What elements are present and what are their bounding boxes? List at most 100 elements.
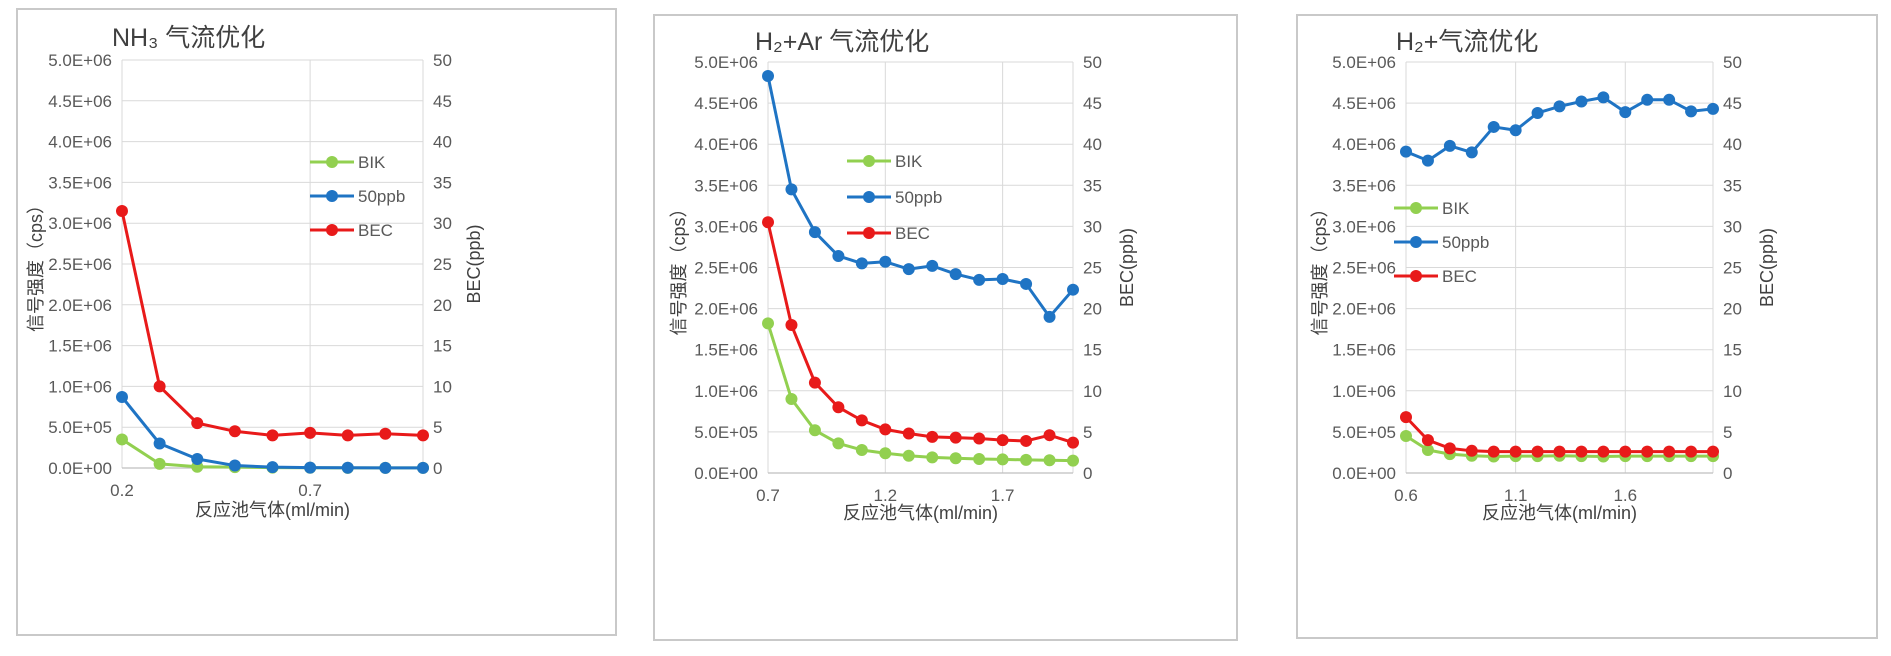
y-tick-label: 5.0E+06	[694, 53, 758, 72]
y-tick-label: 0.0E+00	[694, 464, 758, 483]
data-point-bec	[417, 429, 429, 442]
chart-panel-h2-ar: 0.0E+00 5.0E+05 1.0E+06 1.5E+06 2.0E+06 2.5E+…	[653, 14, 1238, 641]
data-point-bik	[1043, 454, 1056, 467]
y-tick-label: 1.0E+06	[1332, 382, 1396, 401]
data-point-50ppb	[1597, 91, 1610, 104]
data-point-50ppb	[1443, 139, 1456, 152]
data-point-bik	[1067, 454, 1079, 467]
y2-tick-label: 10	[1083, 382, 1102, 401]
data-point-50ppb	[228, 459, 241, 472]
y-tick-label: 3.5E+06	[1332, 176, 1396, 195]
data-point-50ppb	[191, 453, 204, 466]
y2-tick-label: 30	[433, 214, 452, 233]
data-point-bec	[1043, 429, 1056, 442]
y-tick-label: 5.0E+05	[1332, 423, 1396, 442]
y-axis-title: 信号强度（cps）	[669, 199, 689, 335]
data-point-50ppb	[304, 461, 317, 474]
x-tick-label: 0.7	[756, 486, 780, 505]
y2-tick-label: 5	[433, 418, 442, 437]
data-point-50ppb	[785, 183, 798, 196]
y-tick-label: 4.5E+06	[48, 92, 112, 111]
chart-title: NH₃ 气流优化	[112, 24, 265, 52]
y-tick-label: 1.5E+06	[1332, 341, 1396, 360]
y-tick-label: 4.0E+06	[48, 133, 112, 152]
y2-tick-label: 10	[1723, 382, 1742, 401]
data-point-bec	[808, 376, 821, 389]
data-point-bik	[926, 451, 939, 464]
data-point-bec	[379, 427, 392, 440]
y-tick-label: 5.0E+06	[1332, 53, 1396, 72]
y2-tick-label: 50	[1083, 53, 1102, 72]
y-tick-label: 2.5E+06	[48, 255, 112, 274]
legend-swatch-marker	[863, 155, 875, 167]
data-point-bec	[116, 204, 128, 217]
data-point-50ppb	[1663, 93, 1676, 106]
data-point-50ppb	[1509, 124, 1522, 137]
data-point-bec	[1443, 442, 1456, 455]
data-point-bec	[762, 216, 774, 229]
x-axis-title: 反应池气体(ml/min)	[195, 500, 350, 520]
chart-title: H₂+气流优化	[1396, 28, 1538, 56]
data-point-bec	[1597, 445, 1610, 458]
data-point-50ppb	[379, 461, 392, 474]
x-tick-label: 0.7	[298, 481, 322, 500]
y2-tick-label: 0	[1723, 464, 1732, 483]
x-axis-title: 反应池气体(ml/min)	[843, 503, 998, 523]
data-point-bec	[1707, 445, 1719, 458]
legend-swatch-marker	[1410, 202, 1422, 214]
y-tick-label: 4.5E+06	[1332, 94, 1396, 113]
y-tick-label: 4.0E+06	[1332, 135, 1396, 154]
y2-tick-label: 0	[1083, 464, 1092, 483]
y2-axis-title: BEC(ppb)	[1117, 228, 1137, 307]
legend-label: 50ppb	[895, 188, 942, 207]
chart-panel-nh3: 0.0E+00 5.0E+05 1.0E+06 1.5E+06 2.0E+06 2.5E+…	[16, 8, 617, 636]
x-tick-label: 1.7	[991, 486, 1015, 505]
data-point-bik	[1020, 453, 1033, 466]
data-point-50ppb	[1400, 145, 1412, 158]
y2-tick-label: 45	[1723, 94, 1742, 113]
data-point-bik	[832, 437, 845, 450]
y-tick-label: 4.0E+06	[694, 135, 758, 154]
data-point-50ppb	[1421, 154, 1434, 167]
y2-tick-label: 20	[1723, 300, 1742, 319]
data-point-50ppb	[341, 461, 354, 474]
y-tick-label: 5.0E+05	[694, 423, 758, 442]
y2-tick-label: 20	[433, 296, 452, 315]
data-point-bec	[949, 431, 962, 444]
data-point-bec	[1619, 445, 1632, 458]
series-line-bec	[766, 221, 1074, 445]
data-point-bik	[1421, 443, 1434, 456]
legend-swatch-marker	[326, 156, 338, 168]
data-point-bec	[926, 430, 939, 443]
data-point-50ppb	[1641, 93, 1654, 106]
y2-tick-label: 25	[1723, 259, 1742, 278]
data-point-50ppb	[1707, 102, 1719, 115]
y2-tick-label: 5	[1083, 423, 1092, 442]
y-axis-title: 信号强度（cps）	[1310, 199, 1330, 335]
data-point-bec	[1685, 445, 1698, 458]
legend-label: BEC	[895, 224, 930, 243]
data-point-bec	[902, 427, 915, 440]
data-point-bec	[1575, 445, 1588, 458]
data-point-bik	[762, 317, 774, 330]
legend-label: 50ppb	[358, 187, 405, 206]
data-point-bec	[1067, 436, 1079, 449]
data-point-bec	[1400, 411, 1412, 424]
chart-panel-h2: 0.0E+00 5.0E+05 1.0E+06 1.5E+06 2.0E+06 2.5E+…	[1296, 14, 1878, 639]
chart-nh3: 0.0E+00 5.0E+05 1.0E+06 1.5E+06 2.0E+06 2.5E+…	[26, 24, 484, 520]
data-point-50ppb	[1020, 277, 1033, 290]
data-point-bec	[228, 425, 241, 438]
legend-swatch-marker	[326, 190, 338, 202]
legend-swatch-marker	[863, 191, 875, 203]
data-point-50ppb	[116, 391, 128, 404]
data-point-bec	[1421, 434, 1434, 447]
data-point-50ppb	[762, 69, 774, 82]
data-point-50ppb	[266, 461, 279, 474]
y-tick-label: 5.0E+05	[48, 418, 112, 437]
data-point-bec	[785, 319, 798, 332]
chart-title: H₂+Ar 气流优化	[755, 28, 929, 56]
legend-label: BEC	[358, 221, 393, 240]
data-point-50ppb	[902, 263, 915, 276]
y2-tick-label: 15	[433, 337, 452, 356]
data-point-bik	[973, 453, 986, 466]
